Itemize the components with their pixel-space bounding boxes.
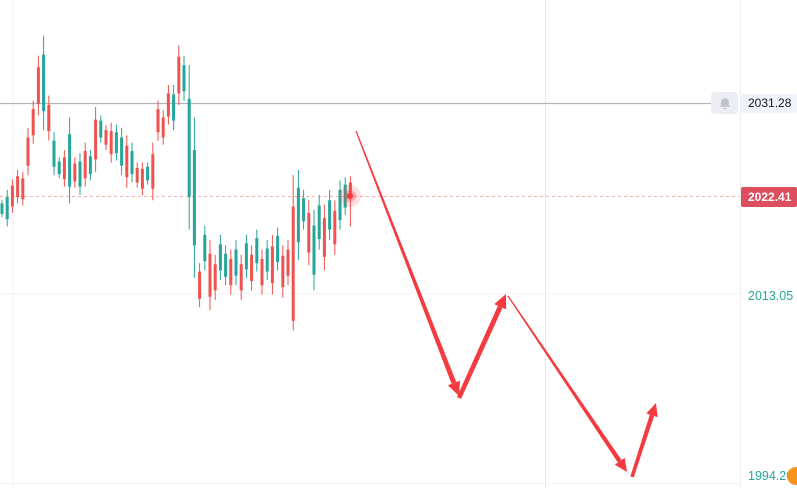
target-low-price-value: 1994.20 xyxy=(748,469,794,483)
support-price-label: 2013.05 xyxy=(741,287,797,306)
bell-glyph xyxy=(719,97,730,109)
price-pulse-marker[interactable] xyxy=(339,185,361,207)
last-price-label: 2022.41 xyxy=(741,187,797,207)
grid-lines xyxy=(0,0,741,488)
target-low-price-label: 1994.20 xyxy=(741,467,797,486)
candles-series xyxy=(0,35,352,331)
alert-price-label[interactable]: 2031.28 xyxy=(741,93,797,113)
orange-badge-icon xyxy=(787,467,797,485)
last-price-value: 2022.41 xyxy=(748,190,792,204)
forecast-arrows-drawing[interactable] xyxy=(355,130,658,478)
price-axis-separator xyxy=(740,0,741,488)
alert-price-value: 2031.28 xyxy=(748,96,792,110)
support-price-value: 2013.05 xyxy=(748,289,794,303)
alert-bell-icon[interactable] xyxy=(711,92,738,114)
